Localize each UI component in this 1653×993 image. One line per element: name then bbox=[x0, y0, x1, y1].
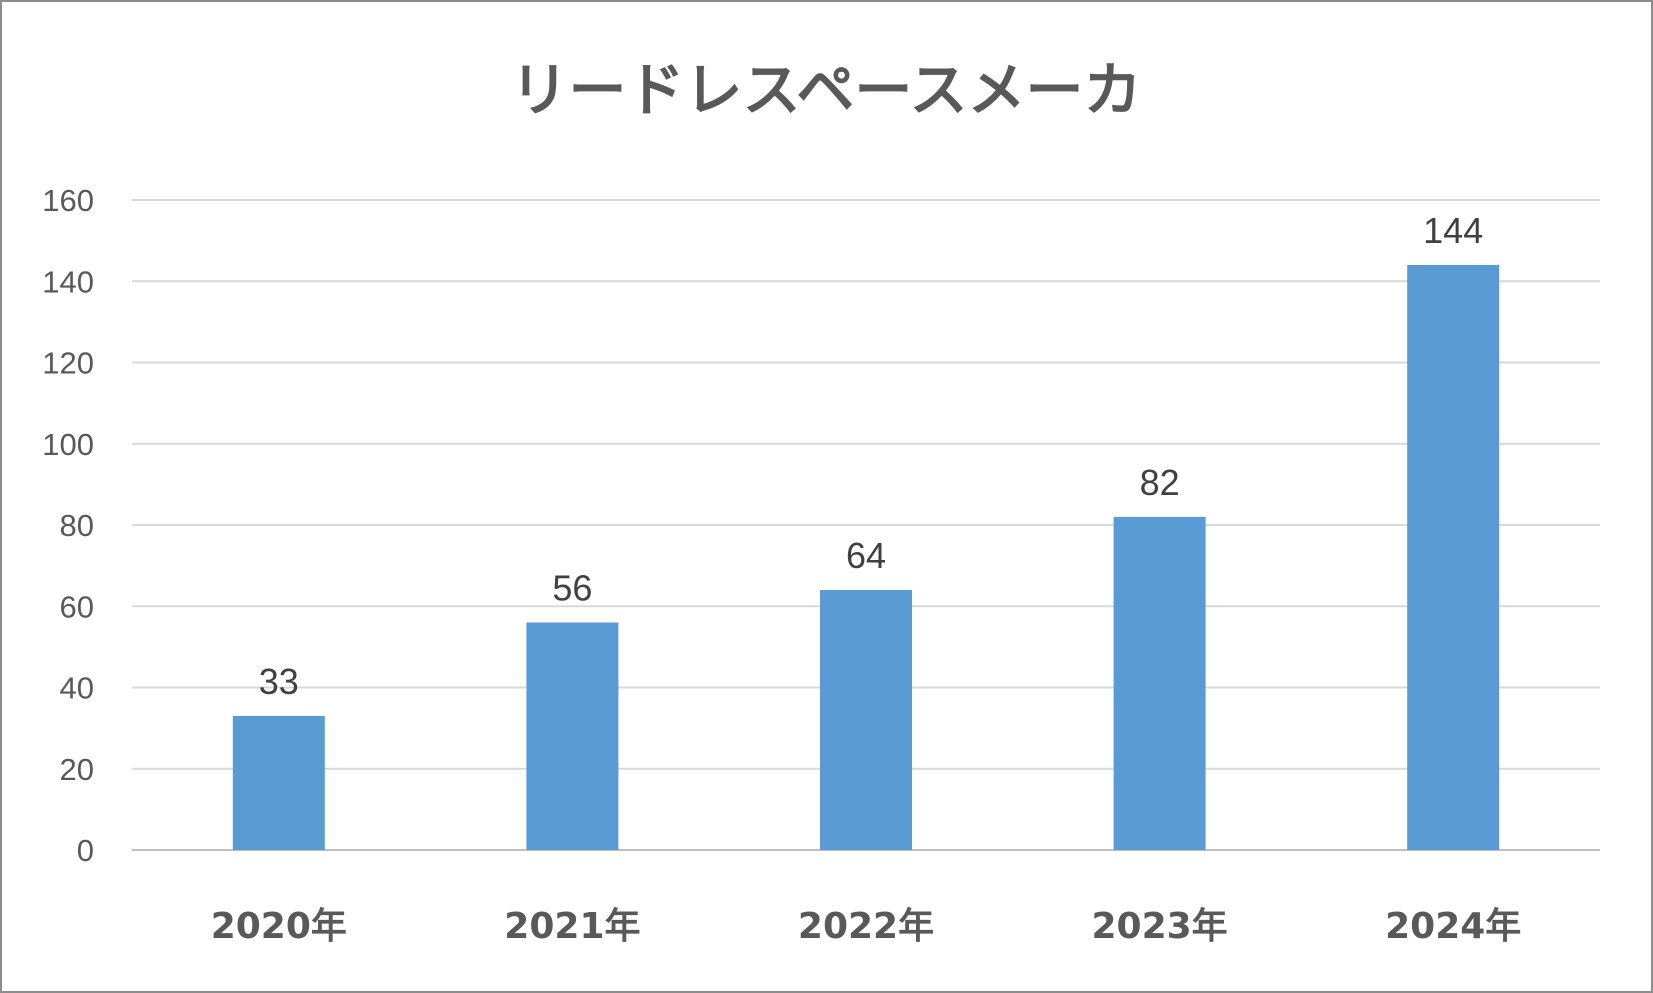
data-label: 56 bbox=[552, 568, 592, 609]
data-label: 33 bbox=[259, 661, 299, 702]
y-tick-label: 120 bbox=[42, 346, 94, 381]
bar bbox=[232, 715, 325, 850]
bar bbox=[526, 622, 619, 850]
x-tick-label: 2021年 bbox=[504, 906, 640, 947]
bar bbox=[1113, 516, 1206, 850]
chart-title: リードレスペースメーカ bbox=[510, 56, 1141, 124]
y-tick-label: 100 bbox=[42, 427, 94, 462]
y-tick-label: 80 bbox=[60, 508, 94, 543]
data-label: 64 bbox=[846, 535, 886, 576]
y-tick-label: 20 bbox=[60, 752, 94, 787]
bar bbox=[1407, 265, 1500, 850]
data-label: 82 bbox=[1140, 462, 1180, 503]
bar bbox=[820, 590, 912, 850]
x-tick-label: 2024年 bbox=[1385, 906, 1521, 947]
y-axis-ticks: 0 20 40 60 80 100 120 140 160 bbox=[42, 183, 94, 868]
bars bbox=[232, 265, 1500, 850]
y-tick-label: 40 bbox=[60, 671, 94, 706]
x-tick-label: 2023年 bbox=[1091, 906, 1227, 947]
data-labels: 33 56 64 82 144 bbox=[259, 210, 1483, 702]
y-tick-label: 160 bbox=[42, 183, 94, 218]
x-tick-label: 2020年 bbox=[211, 906, 347, 947]
y-tick-label: 60 bbox=[60, 589, 94, 624]
data-label: 144 bbox=[1423, 210, 1483, 251]
x-axis-ticks: 2020年 2021年 2022年 2023年 2024年 bbox=[211, 906, 1522, 947]
y-tick-label: 0 bbox=[77, 833, 94, 868]
x-tick-label: 2022年 bbox=[798, 906, 934, 947]
y-tick-label: 140 bbox=[42, 264, 94, 299]
gridlines bbox=[132, 199, 1600, 851]
